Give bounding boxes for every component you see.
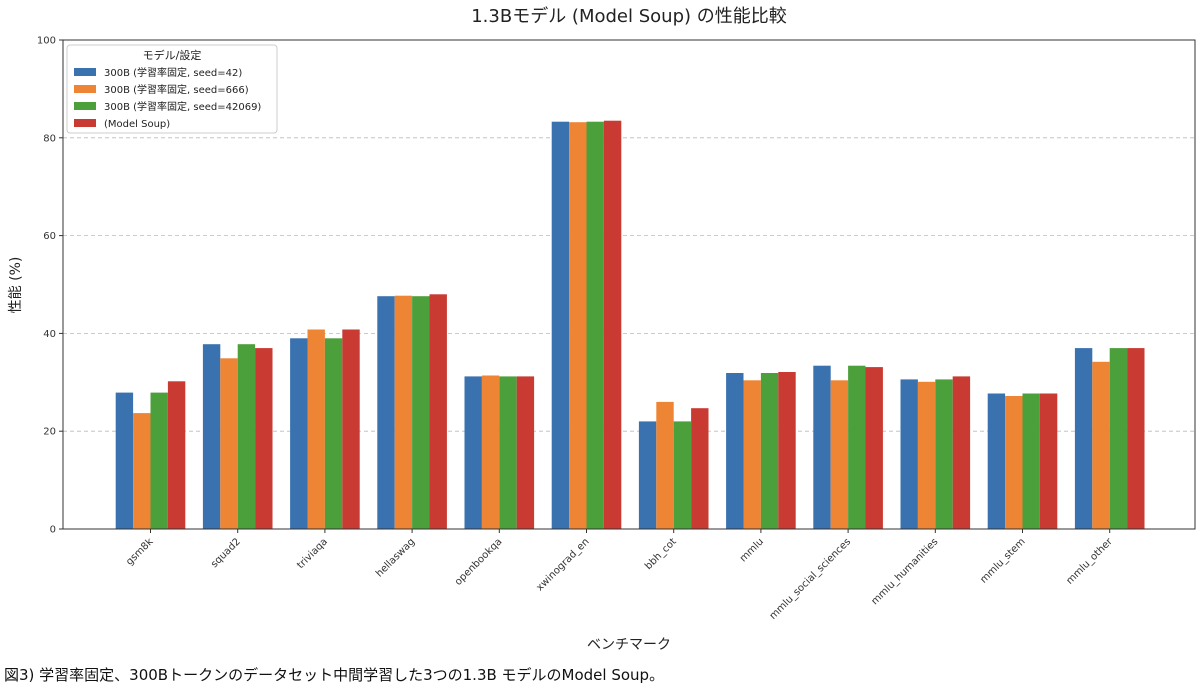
- y-tick-label: 0: [50, 525, 56, 536]
- y-axis-label: 性能 (%): [8, 257, 24, 314]
- figure-caption: 図3) 学習率固定、300Bトークンのデータセット中間学習した3つの1.3B モ…: [4, 666, 665, 684]
- bar: [743, 380, 761, 529]
- x-tick-label: xwinograd_en: [535, 536, 592, 593]
- bar: [255, 348, 273, 529]
- legend-label: 300B (学習率固定, seed=42069): [104, 100, 261, 113]
- bar: [342, 329, 360, 529]
- bar: [638, 421, 657, 529]
- y-axis-ticks: 0 20 40 60 80 100: [37, 36, 63, 536]
- bar: [569, 122, 587, 529]
- y-tick-label: 20: [43, 427, 56, 438]
- bar: [516, 376, 535, 529]
- bars: [115, 120, 1145, 529]
- bar: [952, 376, 971, 529]
- plot-area-frame: [62, 39, 1196, 530]
- bar: [656, 401, 674, 529]
- legend-box: [66, 44, 278, 134]
- x-tick-label: bbh_cot: [643, 536, 679, 572]
- bar: [115, 392, 134, 529]
- x-tick-label: mmlu_stem: [978, 536, 1027, 585]
- bar: [691, 408, 709, 529]
- chart-title: 1.3Bモデル (Model Soup) の性能比較: [471, 6, 787, 27]
- bar: [394, 295, 413, 529]
- y-tick-label: 40: [43, 329, 56, 340]
- bar: [987, 393, 1006, 529]
- legend-swatch: [74, 85, 96, 93]
- bar: [324, 338, 343, 529]
- bar: [1109, 348, 1128, 529]
- bar: [220, 358, 238, 529]
- x-axis-ticks: gsm8k squad2 triviaqa hellaswag openbookqa xw…: [124, 529, 1115, 622]
- bar: [1074, 348, 1093, 529]
- legend-label: (Model Soup): [104, 119, 170, 130]
- legend: モデル/設定 300B (学習率固定, seed=42)300B (学習率固定,…: [66, 44, 278, 134]
- bar: [848, 365, 866, 529]
- legend-entries: 300B (学習率固定, seed=42) 300B (学習率固定, seed=6…: [74, 66, 261, 130]
- bar: [760, 373, 779, 529]
- bar: [377, 296, 395, 529]
- x-tick-label: mmlu_humanities: [869, 536, 940, 607]
- bar: [429, 294, 447, 529]
- bar: [726, 373, 744, 529]
- bar: [935, 379, 953, 529]
- legend-label: 300B (学習率固定, seed=42): [104, 66, 242, 79]
- bar: [603, 120, 622, 529]
- bar: [778, 372, 796, 529]
- y-tick-label: 60: [43, 231, 56, 242]
- bar: [830, 380, 849, 529]
- bar: [481, 375, 500, 529]
- x-tick-label: mmlu_other: [1064, 536, 1115, 587]
- bar: [237, 344, 256, 529]
- bar: [133, 413, 151, 529]
- x-tick-label: openbookqa: [453, 536, 504, 587]
- bar: [499, 376, 517, 529]
- bar: [1127, 348, 1145, 529]
- bar: [202, 344, 221, 529]
- bar: [551, 121, 570, 529]
- bar: [464, 376, 482, 529]
- bar-chart: 1.3Bモデル (Model Soup) の性能比較 020406080100 …: [8, 6, 1196, 653]
- bar: [150, 392, 168, 529]
- y-tick-label: 80: [43, 133, 56, 144]
- legend-swatch: [74, 68, 96, 76]
- bar: [917, 381, 936, 529]
- bar: [412, 296, 430, 529]
- legend-swatch: [74, 119, 96, 127]
- bar: [1092, 361, 1110, 529]
- bar: [900, 379, 918, 529]
- bar: [1039, 393, 1058, 529]
- bar: [1022, 393, 1040, 529]
- bar: [1005, 396, 1023, 529]
- bar: [290, 338, 308, 529]
- bar: [586, 121, 604, 529]
- legend-title: モデル/設定: [143, 48, 202, 62]
- bar: [673, 421, 692, 529]
- x-tick-label: gsm8k: [124, 536, 156, 568]
- bar: [307, 329, 325, 529]
- x-tick-label: mmlu_social_sciences: [768, 536, 854, 622]
- y-tick-label: 100: [37, 36, 56, 47]
- legend-swatch: [74, 102, 96, 110]
- x-axis-label: ベンチマーク: [587, 637, 671, 653]
- bar: [167, 381, 186, 529]
- x-tick-label: mmlu: [738, 536, 766, 564]
- bar: [865, 367, 883, 529]
- x-tick-label: squad2: [209, 536, 243, 570]
- bar: [813, 365, 831, 529]
- x-tick-label: triviaqa: [295, 536, 330, 571]
- legend-label: 300B (学習率固定, seed=666): [104, 83, 249, 96]
- x-tick-label: hellaswag: [374, 536, 417, 579]
